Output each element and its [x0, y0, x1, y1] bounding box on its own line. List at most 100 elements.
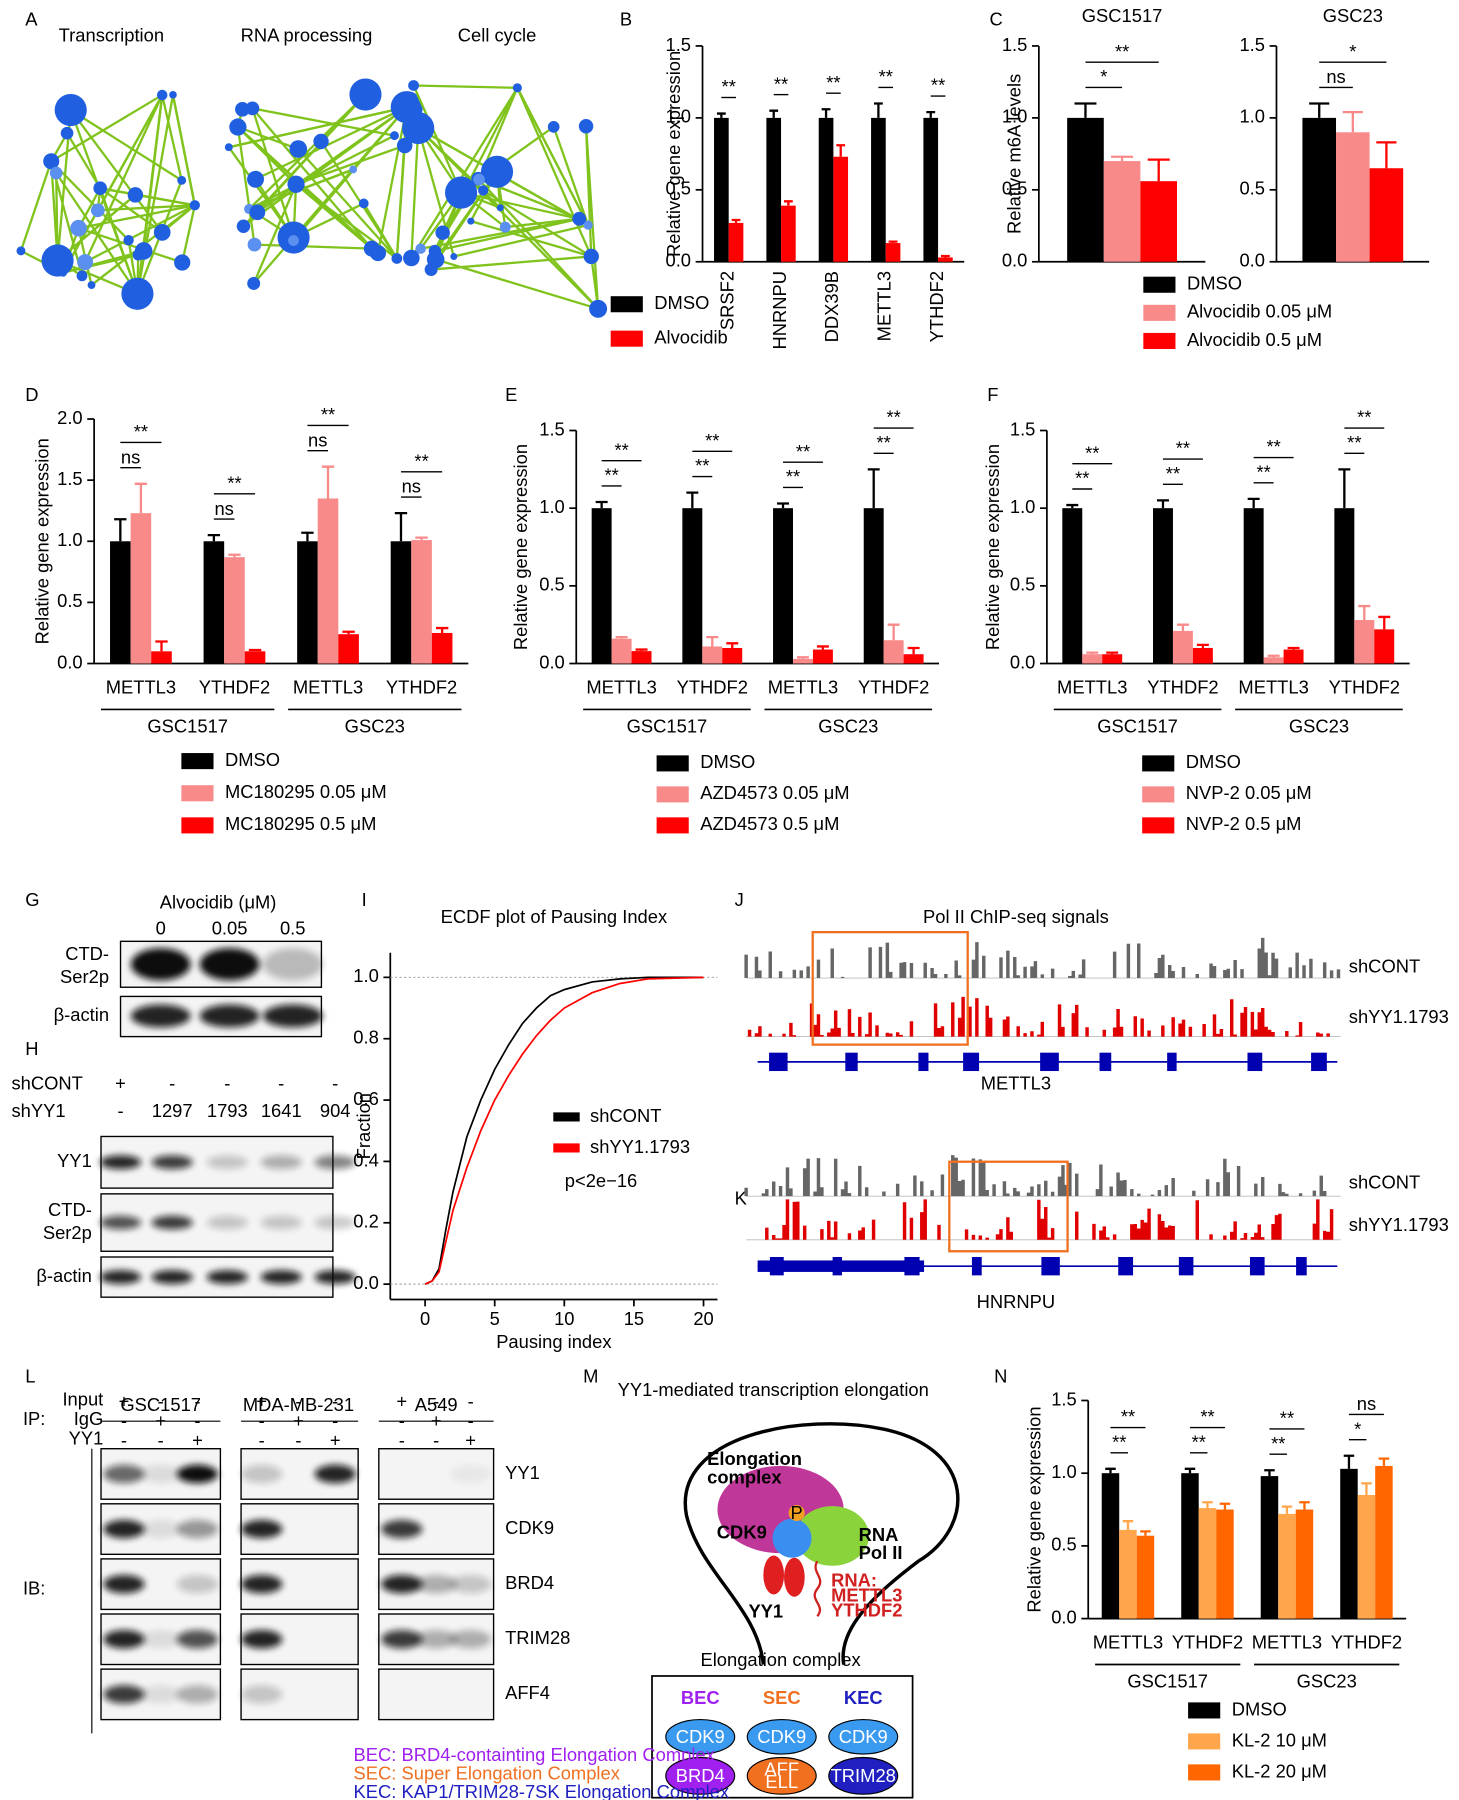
blot-band	[449, 1630, 492, 1649]
network-node	[467, 217, 475, 225]
network-node	[408, 80, 419, 91]
significance-label: **	[705, 430, 719, 451]
blot-band	[140, 1685, 182, 1704]
cell-line: GSC1517	[120, 1394, 201, 1415]
y-tick-label: 1.5	[666, 34, 692, 55]
bar	[766, 117, 782, 262]
error-bar	[1066, 503, 1079, 509]
y-tick-label: 1.5	[1010, 418, 1036, 439]
row-label: Ser2p	[60, 966, 109, 987]
network-edge	[297, 148, 398, 260]
track-signal	[744, 937, 1341, 979]
network-edge	[136, 94, 175, 294]
complex-part: CDK9	[839, 1726, 888, 1747]
network-edge	[97, 204, 195, 212]
significance-label: **	[1176, 438, 1190, 459]
bar	[1198, 1508, 1217, 1619]
bar	[728, 222, 744, 262]
network-edge	[171, 94, 196, 206]
error-bar	[1361, 1482, 1372, 1495]
panel-letter: H	[25, 1038, 38, 1059]
x-axis-label: Pausing index	[496, 1331, 611, 1352]
complex-box	[651, 1675, 914, 1799]
bar	[773, 508, 793, 664]
complex-cdk9	[746, 1719, 817, 1755]
network-node	[177, 175, 187, 185]
y-tick-label: 0.8	[353, 1027, 379, 1048]
bar	[863, 508, 884, 664]
lane-label: 0	[156, 918, 166, 939]
network-node	[43, 153, 60, 170]
ip-mark: -	[121, 1410, 127, 1431]
error-bar	[726, 642, 739, 648]
blot-band	[381, 1630, 423, 1649]
significance-label: *	[1100, 66, 1107, 87]
significance-label: **	[1347, 432, 1361, 453]
lane-label: 0.05	[212, 918, 248, 939]
bar	[1334, 508, 1355, 664]
blot-band	[103, 1464, 145, 1484]
blot-band	[99, 1270, 142, 1284]
blot-band	[314, 1270, 356, 1284]
network-edge	[470, 220, 592, 258]
diagram-label: P	[791, 1502, 803, 1523]
significance-label: **	[826, 72, 840, 93]
network-node	[76, 270, 88, 282]
network-edge	[412, 85, 463, 194]
line	[424, 976, 704, 1285]
gene-exon	[1249, 1257, 1265, 1276]
legend-swatch	[1142, 755, 1175, 772]
network-node	[123, 235, 134, 246]
error-bar	[248, 648, 262, 652]
network-node	[473, 173, 485, 186]
network-node	[189, 200, 200, 211]
significance-label: **	[786, 466, 800, 487]
error-bar	[1299, 1501, 1310, 1510]
x-tick-label: METTL3	[586, 677, 656, 698]
gene-name: METTL3	[981, 1073, 1051, 1094]
diagram-label: Pol II	[859, 1542, 903, 1563]
bar	[781, 205, 796, 262]
significance-label: **	[796, 441, 810, 462]
network-node	[403, 249, 420, 267]
bar	[792, 658, 813, 664]
network-node	[289, 140, 308, 158]
ip-mark: -	[194, 1410, 200, 1431]
network-node	[229, 118, 247, 136]
gene-exon	[1041, 1257, 1060, 1276]
network-node	[90, 203, 105, 218]
legend-label: Alvocidib	[654, 327, 727, 348]
highlight-box	[948, 1160, 1069, 1253]
network-node	[450, 252, 458, 260]
network-node	[77, 254, 94, 271]
network-node	[236, 219, 251, 233]
ip-mark: +	[465, 1430, 476, 1451]
significance-label: **	[931, 75, 945, 96]
blot-band	[260, 1215, 302, 1230]
blot-band	[260, 1270, 302, 1284]
blot-band	[176, 1630, 219, 1649]
complex-part: TRIM28	[831, 1765, 896, 1786]
network-node	[499, 221, 511, 233]
ip-mark: -	[295, 1391, 301, 1412]
complex-partner	[746, 1756, 817, 1795]
error-bar	[867, 468, 880, 509]
significance-label: **	[1357, 407, 1371, 428]
y-tick-label: 0.0	[1239, 250, 1265, 271]
error-bar	[1122, 1520, 1134, 1530]
blot-band	[176, 1519, 219, 1539]
legend-swatch	[181, 785, 214, 802]
complex-partner	[828, 1756, 899, 1795]
legend-entry: BEC: BRD4-containting Elongation Complex	[354, 1744, 715, 1765]
lane-mark: 904	[320, 1100, 351, 1121]
lane-mark: -	[224, 1073, 230, 1094]
blot-band	[241, 1519, 283, 1539]
bar	[611, 638, 632, 664]
bar	[883, 640, 904, 664]
y-axis-label: Relative m6A levels	[1004, 74, 1025, 234]
network-edge	[252, 107, 395, 137]
network-edge	[237, 126, 379, 254]
network-edge	[413, 84, 518, 89]
legend-label: KL-2 10 μM	[1232, 1729, 1327, 1750]
legend-label: NVP-2 0.5 μM	[1186, 813, 1302, 834]
